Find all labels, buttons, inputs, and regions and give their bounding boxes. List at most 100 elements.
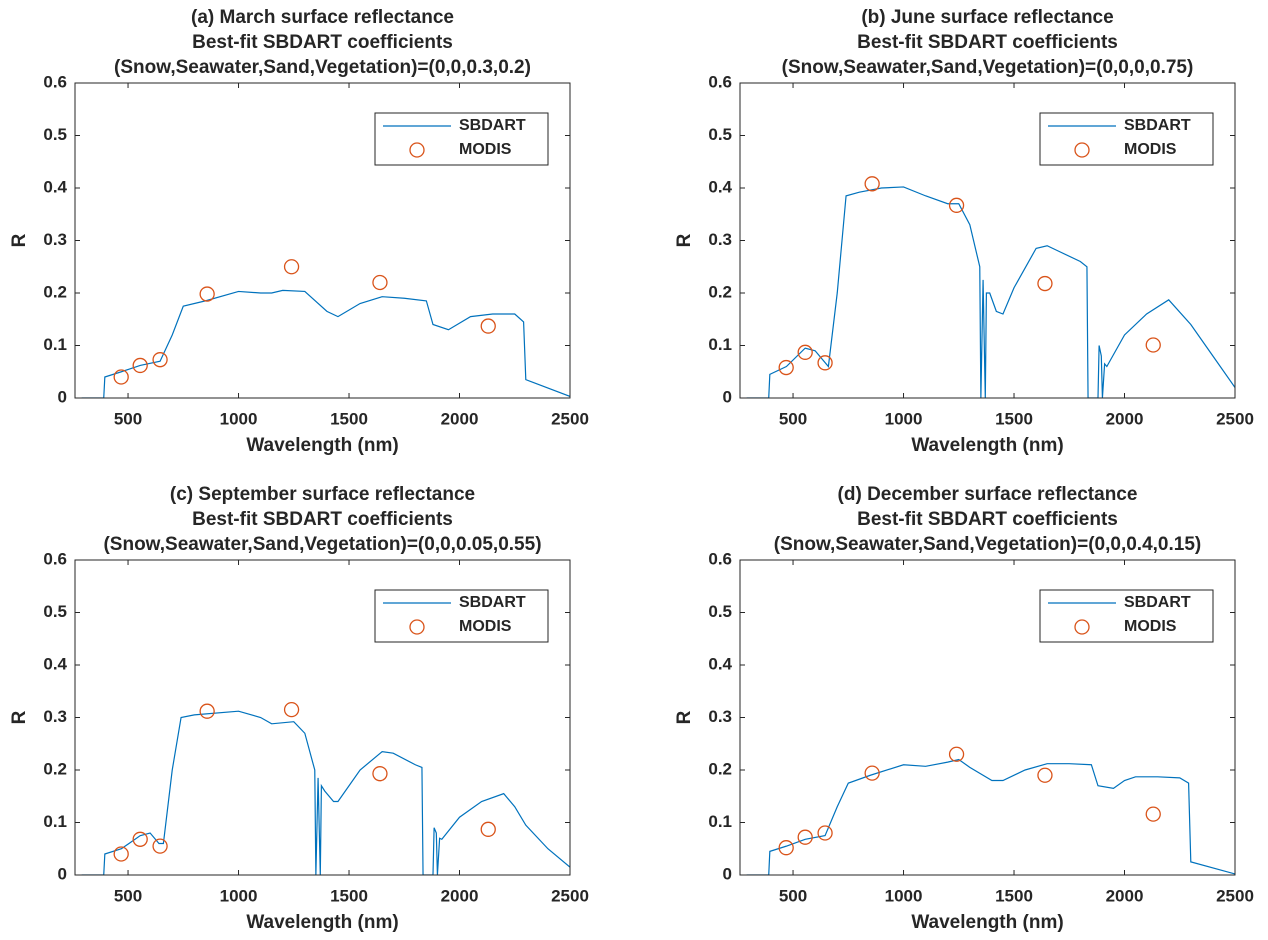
chart-title: (c) September surface reflectance (170, 484, 475, 505)
data-line (746, 186, 1235, 398)
data-point (1037, 767, 1053, 783)
x-tick-label: 2500 (1216, 886, 1254, 905)
y-tick-label: 0 (58, 864, 67, 883)
legend-marker (409, 619, 425, 635)
y-tick-label: 0.1 (43, 812, 67, 831)
y-tick-label: 0.2 (708, 282, 732, 301)
chart-title: Best-fit SBDART coefficients (192, 32, 453, 53)
y-tick-label: 0.4 (708, 654, 732, 673)
x-axis-label: Wavelength (nm) (246, 912, 398, 933)
x-tick-label: 1000 (220, 409, 258, 428)
y-tick-label: 0.5 (708, 125, 732, 144)
legend-label: SBDART (1124, 594, 1191, 611)
x-tick-label: 2500 (1216, 409, 1254, 428)
legend-label: MODIS (459, 141, 512, 158)
chart-title: (b) June surface reflectance (861, 7, 1113, 28)
data-point (864, 176, 880, 192)
x-tick-label: 500 (114, 886, 142, 905)
data-point (480, 821, 496, 837)
x-tick-label: 2000 (1106, 886, 1144, 905)
chart-title: Best-fit SBDART coefficients (192, 509, 453, 530)
plot-area (746, 176, 1235, 398)
y-axis-label: R (9, 710, 30, 724)
data-point (480, 318, 496, 334)
subplot: (c) September surface reflectance Best-fi… (9, 484, 589, 933)
x-tick-label: 1500 (330, 409, 368, 428)
data-line (81, 710, 570, 875)
data-point (152, 838, 168, 854)
legend-marker (1074, 619, 1090, 635)
x-tick-label: 1000 (220, 886, 258, 905)
legend-box (374, 112, 549, 166)
data-point (199, 703, 215, 719)
data-point (113, 369, 129, 385)
y-tick-label: 0.1 (708, 812, 732, 831)
data-point (817, 355, 833, 371)
legend-box (1039, 589, 1214, 643)
x-axis-label: Wavelength (nm) (246, 435, 398, 456)
x-tick-label: 1500 (995, 409, 1033, 428)
legend-marker (409, 142, 425, 158)
data-point (948, 197, 965, 213)
chart-title: (Snow,Seawater,Sand,Vegetation)=(0,0,0.3… (114, 57, 531, 78)
y-tick-label: 0.5 (43, 125, 67, 144)
axes-box (739, 82, 1236, 399)
x-tick-label: 1000 (885, 409, 923, 428)
y-axis-label: R (674, 233, 695, 247)
y-tick-label: 0.1 (43, 335, 67, 354)
x-tick-label: 1500 (995, 886, 1033, 905)
plot-area (746, 746, 1235, 875)
chart-title: Best-fit SBDART coefficients (857, 509, 1118, 530)
subplot: (d) December surface reflectance Best-fit… (674, 484, 1254, 933)
subplot: (b) June surface reflectance Best-fit SBD… (674, 7, 1254, 456)
chart-title: (d) December surface reflectance (838, 484, 1138, 505)
x-tick-label: 1500 (330, 886, 368, 905)
y-axis-label: R (9, 233, 30, 247)
data-point (797, 344, 813, 360)
y-tick-label: 0.5 (708, 602, 732, 621)
y-tick-label: 0 (58, 387, 67, 406)
data-line (746, 758, 1235, 875)
x-tick-label: 2000 (441, 409, 479, 428)
y-tick-label: 0.2 (43, 282, 67, 301)
y-tick-label: 0.6 (708, 72, 732, 91)
y-tick-label: 0.3 (708, 707, 732, 726)
data-point (864, 765, 880, 781)
chart-title: Best-fit SBDART coefficients (857, 32, 1118, 53)
chart-title: (a) March surface reflectance (191, 7, 454, 28)
axes-box (739, 559, 1236, 876)
plot-area (81, 259, 570, 398)
legend-box (374, 589, 549, 643)
axes-box (74, 82, 571, 399)
axes-box (74, 559, 571, 876)
x-tick-label: 500 (779, 886, 807, 905)
y-tick-label: 0.4 (43, 654, 67, 673)
y-tick-label: 0.3 (708, 230, 732, 249)
y-axis-label: R (674, 710, 695, 724)
x-tick-label: 2000 (1106, 409, 1144, 428)
y-tick-label: 0.1 (708, 335, 732, 354)
chart-title: (Snow,Seawater,Sand,Vegetation)=(0,0,0,0… (782, 57, 1194, 78)
data-point (817, 825, 833, 841)
data-point (113, 846, 129, 862)
data-point (797, 829, 813, 845)
y-tick-label: 0.4 (43, 177, 67, 196)
data-point (372, 274, 388, 291)
y-tick-label: 0.3 (43, 230, 67, 249)
data-point (283, 701, 300, 718)
legend-marker (1074, 142, 1090, 158)
legend-label: MODIS (459, 618, 512, 635)
data-point (152, 352, 168, 368)
y-tick-label: 0.6 (708, 549, 732, 568)
x-axis-label: Wavelength (nm) (911, 435, 1063, 456)
x-tick-label: 1000 (885, 886, 923, 905)
chart-title: (Snow,Seawater,Sand,Vegetation)=(0,0,0.0… (103, 534, 541, 555)
x-tick-label: 2500 (551, 886, 589, 905)
legend-label: MODIS (1124, 141, 1177, 158)
legend-label: SBDART (459, 594, 526, 611)
data-point (199, 286, 215, 302)
plot-area (81, 701, 570, 875)
y-tick-label: 0.2 (708, 759, 732, 778)
y-tick-label: 0.5 (43, 602, 67, 621)
